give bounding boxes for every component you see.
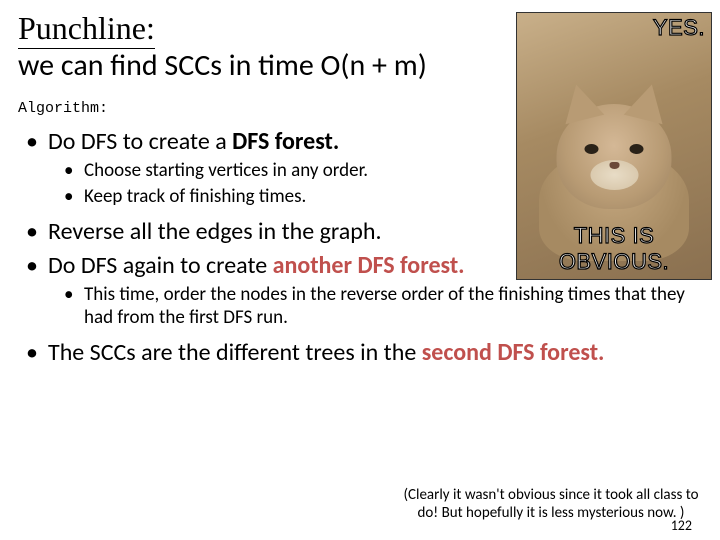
cat-illustration xyxy=(534,56,694,246)
meme-image: YES. THIS IS OBVIOUS. xyxy=(516,12,712,280)
meme-bottom-text: THIS IS OBVIOUS. xyxy=(517,223,711,275)
bullet-3-sub1: This time, order the nodes in the revers… xyxy=(84,283,702,331)
bullet-3-accent: another DFS forest. xyxy=(273,251,465,280)
footnote-text: (Clearly it wasn't obvious since it took… xyxy=(396,486,706,522)
meme-top-text: YES. xyxy=(653,15,705,41)
bullet-3-text-pre: Do DFS again to create xyxy=(48,251,273,280)
title-line1: Punchline: xyxy=(18,10,155,49)
bullet-1-bold: DFS forest. xyxy=(232,127,339,156)
bullet-1-text-pre: Do DFS to create a xyxy=(48,127,232,156)
page-number: 122 xyxy=(671,517,692,534)
bullet-3-sublist: This time, order the nodes in the revers… xyxy=(48,283,702,331)
bullet-4: The SCCs are the different trees in the … xyxy=(48,338,702,368)
bullet-4-text-pre: The SCCs are the different trees in the xyxy=(48,338,422,367)
bullet-4-accent: second DFS forest. xyxy=(422,338,605,367)
